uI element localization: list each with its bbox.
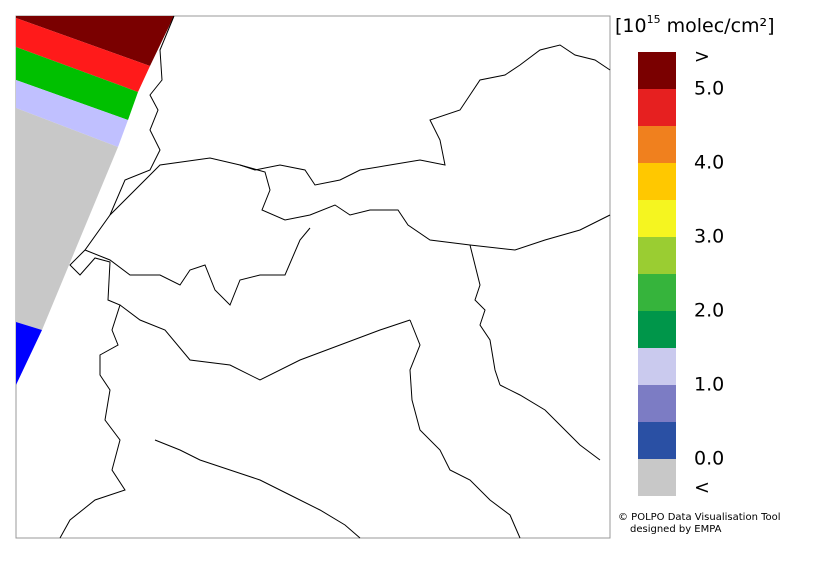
colorbar-label: 5.0 [694, 78, 724, 100]
color-box [638, 163, 676, 200]
color-box [638, 348, 676, 385]
colorbar-label: < [694, 477, 710, 499]
unit-label: [1015 molec/cm²] [615, 13, 775, 37]
map [15, 15, 611, 539]
colorbar-label: 2.0 [694, 300, 724, 322]
colorbar-label: 1.0 [694, 374, 724, 396]
unit-prefix: [10 [615, 15, 647, 37]
unit-suffix: molec/cm²] [661, 15, 775, 37]
color-box [638, 459, 676, 496]
color-box [638, 52, 676, 89]
swath [16, 16, 174, 66]
color-box [638, 385, 676, 422]
swath [16, 108, 118, 330]
swath [16, 322, 42, 385]
color-box [638, 422, 676, 459]
color-box [638, 274, 676, 311]
colorbar-label: 0.0 [694, 448, 724, 470]
swath [16, 80, 128, 147]
color-box [638, 200, 676, 237]
swath [16, 47, 138, 120]
color-box [638, 89, 676, 126]
credit-line: designed by EMPA [630, 524, 722, 535]
colorbar-label: > [694, 46, 710, 68]
color-box [638, 311, 676, 348]
color-box [638, 237, 676, 274]
color-box [638, 126, 676, 163]
colorbar-label: 4.0 [694, 152, 724, 174]
borders [59, 15, 611, 539]
colorbar-label: 3.0 [694, 226, 724, 248]
swath [16, 18, 150, 92]
credit-line: © POLPO Data Visualisation Tool [618, 512, 781, 523]
legend: [1015 molec/cm²] >5.0 4.0 3.0 2.0 1.0 0.0 < [615, 13, 775, 499]
unit-exponent: 15 [647, 13, 661, 26]
